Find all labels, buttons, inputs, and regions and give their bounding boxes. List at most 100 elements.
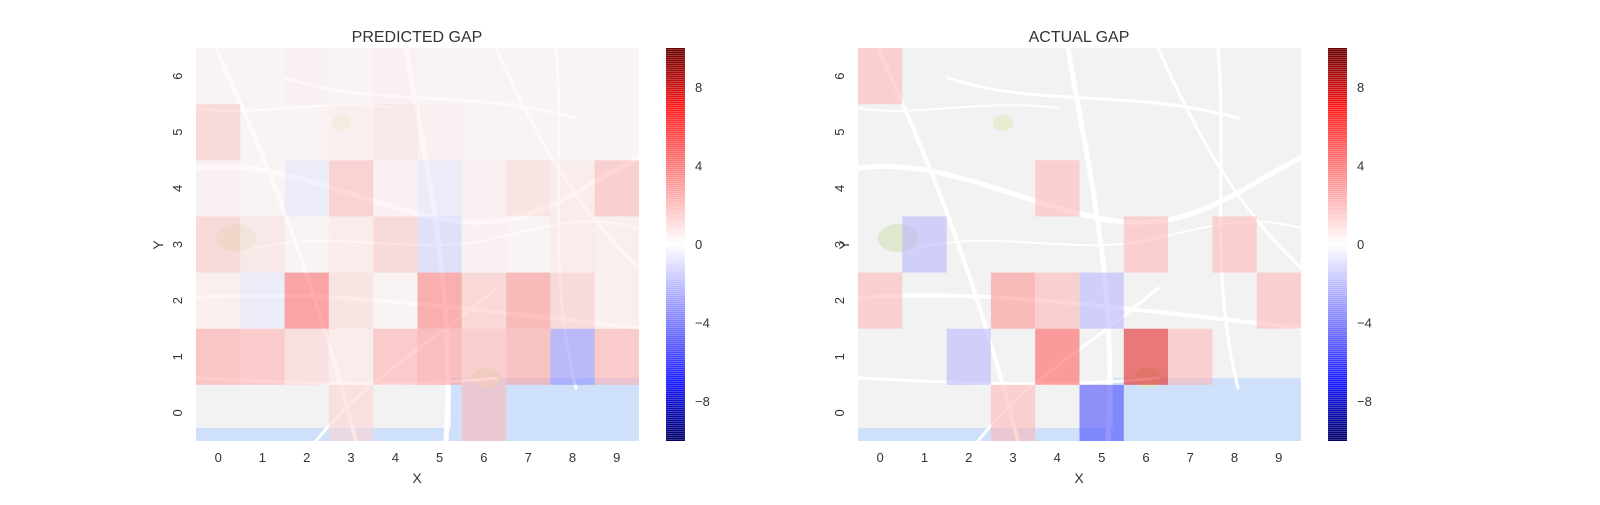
x-tick-label: 1	[921, 450, 928, 465]
heatmap-cell	[284, 328, 329, 385]
x-tick-label: 1	[259, 450, 266, 465]
colorbar-stripes	[666, 48, 685, 441]
heatmap-cell	[461, 104, 507, 161]
colorbar: 8 4 0 −4 −8	[666, 48, 710, 441]
y-tick-label: 2	[170, 297, 185, 304]
heatmap-cell	[417, 328, 462, 385]
x-tick-label: 5	[436, 450, 443, 465]
x-tick-label: 8	[1231, 450, 1238, 465]
predicted-gap-panel: PREDICTED GAP	[150, 29, 710, 486]
heatmap-cell	[1035, 272, 1080, 329]
heatmap-cell	[328, 104, 374, 161]
heatmap-cell	[506, 216, 551, 273]
heatmap-cell	[461, 384, 507, 441]
heatmap-cell	[373, 272, 418, 329]
x-tick-label: 9	[613, 450, 620, 465]
colorbar-tick-label: 8	[1357, 80, 1364, 95]
heatmap-cell	[284, 216, 329, 273]
heatmap-cell	[506, 328, 551, 385]
heatmap-cell	[196, 272, 241, 329]
x-tick-label: 0	[876, 450, 883, 465]
heatmap-cell	[858, 48, 903, 105]
heatmap-cell	[594, 160, 639, 217]
y-tick-label: 6	[832, 72, 847, 79]
heatmap-cell	[240, 328, 285, 385]
heatmap-cell	[284, 160, 329, 217]
heatmap-cell	[550, 216, 595, 273]
heatmap-cell	[506, 104, 551, 161]
heatmap-cell	[240, 104, 285, 161]
heatmap-cell	[328, 328, 374, 385]
y-tick-label: 1	[832, 353, 847, 360]
heatmap-cell	[240, 160, 285, 217]
y-tick-label: 1	[170, 353, 185, 360]
heatmap-cell	[550, 160, 595, 217]
heatmap-cell	[417, 104, 462, 161]
colorbar-tick-label: 4	[695, 158, 702, 173]
heatmap-cell	[417, 160, 462, 217]
y-tick-labels: 0 1 2 3 4 5 6	[832, 72, 847, 416]
x-axis-label: X	[1074, 470, 1084, 486]
heatmap-cell	[550, 104, 595, 161]
heatmap-cell	[373, 48, 418, 105]
heatmap-cell	[461, 328, 507, 385]
heatmap-cell	[550, 328, 595, 385]
heatmap-cell	[1168, 328, 1213, 385]
heatmap-cell	[373, 216, 418, 273]
heatmap-cell	[1123, 328, 1169, 385]
heatmap-cell	[1256, 272, 1301, 329]
heatmap-cell	[1079, 272, 1124, 329]
heatmap-cells	[858, 48, 1301, 441]
heatmap-cell	[461, 48, 507, 105]
heatmap-cell	[240, 48, 285, 105]
colorbar-tick-label: −8	[1357, 394, 1372, 409]
y-tick-label: 3	[832, 241, 847, 248]
heatmap-cells	[196, 48, 639, 441]
x-tick-label: 2	[965, 450, 972, 465]
x-tick-label: 0	[215, 450, 222, 465]
x-tick-labels: 0 1 2 3 4 5 6 7 8 9	[876, 450, 1282, 465]
y-axis-label: Y	[150, 240, 166, 250]
colorbar-tick-labels: 8 4 0 −4 −8	[695, 80, 710, 409]
heatmap-cell	[990, 384, 1036, 441]
heatmap-cell	[594, 104, 639, 161]
heatmap-cell	[506, 160, 551, 217]
colorbar: 8 4 0 −4 −8	[1328, 48, 1372, 441]
heatmap-cell	[946, 328, 991, 385]
x-tick-label: 6	[480, 450, 487, 465]
y-tick-label: 3	[170, 241, 185, 248]
heatmap-cell	[594, 48, 639, 105]
heatmap-cell	[461, 160, 507, 217]
x-axis-label: X	[412, 470, 422, 486]
colorbar-tick-label: 0	[695, 237, 702, 252]
x-tick-label: 4	[1054, 450, 1061, 465]
x-tick-label: 5	[1098, 450, 1105, 465]
colorbar-tick-labels: 8 4 0 −4 −8	[1357, 80, 1372, 409]
y-tick-label: 4	[832, 185, 847, 192]
heatmap-cell	[506, 48, 551, 105]
heatmap-cell	[1212, 216, 1257, 273]
heatmap-cell	[1079, 384, 1124, 441]
y-tick-label: 6	[170, 72, 185, 79]
heatmap-cell	[990, 272, 1036, 329]
heatmap-cell	[328, 48, 374, 105]
y-tick-label: 5	[170, 129, 185, 136]
heatmap-cell	[1035, 160, 1080, 217]
colorbar-tick-label: 0	[1357, 237, 1364, 252]
chart-title: ACTUAL GAP	[1029, 29, 1130, 46]
x-tick-label: 6	[1142, 450, 1149, 465]
colorbar-tick-label: −4	[695, 316, 710, 331]
colorbar-tick-label: −8	[695, 394, 710, 409]
heatmap-cell	[196, 104, 241, 161]
heatmap-cell	[328, 216, 374, 273]
y-tick-label: 5	[832, 129, 847, 136]
x-tick-label: 4	[392, 450, 399, 465]
heatmap-cell	[328, 160, 374, 217]
heatmap-cell	[858, 272, 903, 329]
y-tick-label: 0	[832, 409, 847, 416]
heatmap-cell	[417, 272, 462, 329]
heatmap-cell	[506, 272, 551, 329]
colorbar-tick-label: 8	[695, 80, 702, 95]
